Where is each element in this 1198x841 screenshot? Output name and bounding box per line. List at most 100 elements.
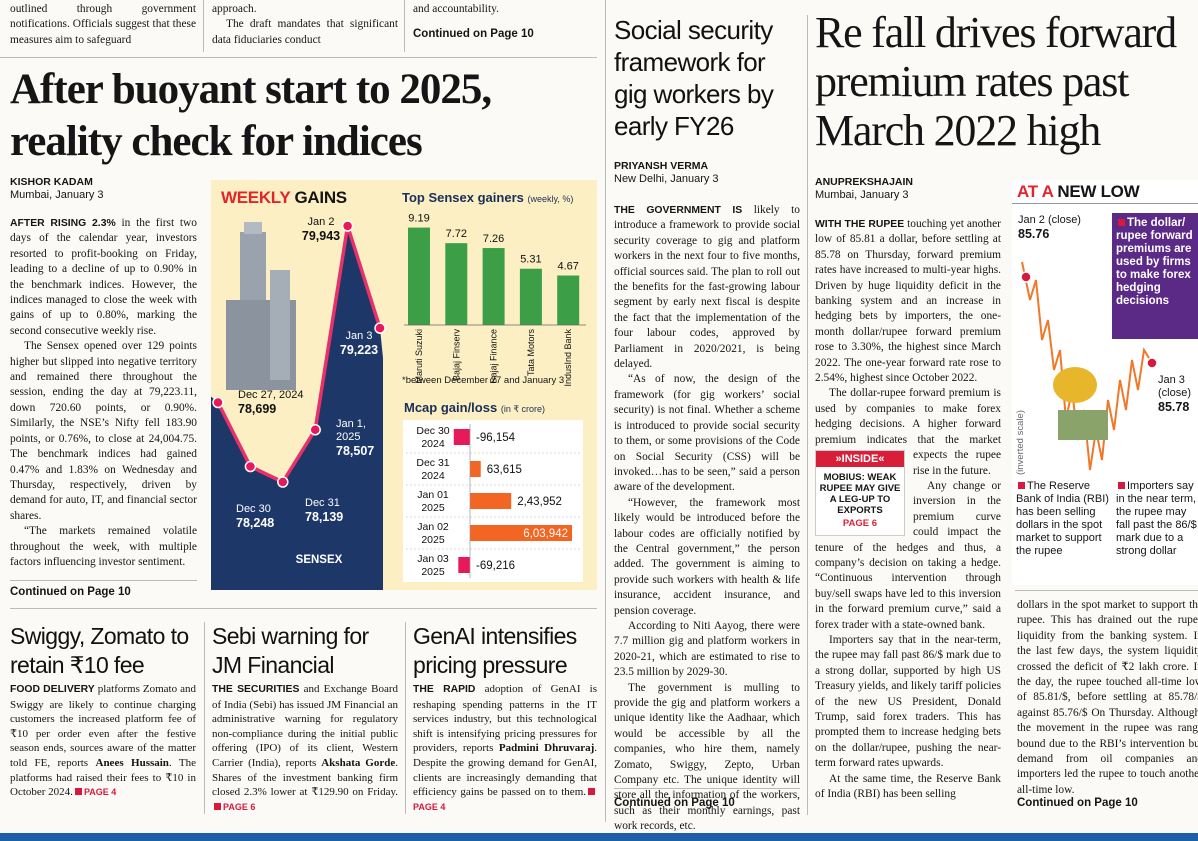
weekly-gains-graphic: 9.19 Maruti Suzuki 7.72 Bajaj Finserv 7.26 Ba… [211, 180, 597, 590]
unit: (weekly, %) [527, 194, 574, 204]
text: likely to introduce a framework to provi… [614, 204, 800, 371]
rule [204, 622, 205, 814]
brief-headline: Swiggy, Zomato to retain ₹10 fee [10, 623, 189, 678]
brief-headline: Sebi warning for JM Financial [212, 623, 369, 678]
bar [470, 461, 481, 477]
text: The Reserve Bank of India (RBI) has been… [1016, 480, 1109, 557]
author: KISHOR KADAM [10, 176, 93, 188]
bar [519, 268, 542, 325]
bullet-note: Importers say in the near term, the rupe… [1116, 480, 1198, 558]
reporter: Akshata Gorde [321, 756, 396, 769]
point-date: Dec 31 [305, 497, 340, 509]
paragraph: THE GOVERNMENT IS likely to introduce a … [614, 203, 800, 372]
title-part: GAINS [294, 188, 348, 207]
author: PRIYANSH VERMA [614, 160, 709, 172]
reporter: Padmini Dhruvaraj [498, 742, 595, 755]
lead: THE GOVERNMENT IS [614, 205, 743, 216]
text-column: THE GOVERNMENT IS likely to introduce a … [614, 203, 800, 835]
continued: Continued on Page 10 [10, 586, 131, 598]
paragraph: dollars in the spot market to support th… [1017, 599, 1198, 796]
chart-title: Mcap gain/loss (in ₹ crore) [404, 400, 545, 415]
bottom-bar [0, 833, 1198, 841]
text: and Exchange Board of India (Sebi) has i… [212, 683, 398, 769]
start-label: Jan 2 (close) 85.76 [1018, 214, 1098, 242]
bar-category-label: Tata Motors [526, 329, 536, 377]
text-column: dollars in the spot market to support th… [1017, 598, 1198, 798]
paragraph: At the same time, the Reserve Bank of In… [815, 772, 1001, 801]
paragraph: The government is mulling to provide the… [614, 681, 800, 833]
marker [588, 788, 595, 796]
bar [445, 243, 468, 325]
bar [557, 275, 580, 325]
headline: Social security framework for gig worker… [614, 15, 774, 141]
byline: KISHOR KADAM Mumbai, January 3 [10, 176, 200, 202]
paragraph: and accountability. [413, 3, 499, 15]
sensex-point [244, 460, 257, 473]
sensex-point [212, 396, 224, 409]
paragraph: “As of now, the design of the framework … [614, 373, 800, 494]
continued: Continued on Page 10 [1017, 797, 1138, 809]
dateline: New Delhi, January 3 [614, 173, 719, 185]
point-label: Jan 1, 2025 78,507 [336, 418, 382, 459]
row-date: Jan 01 [417, 489, 449, 501]
bar-value-label: 6,03,942 [523, 528, 568, 540]
lead: THE RAPID [413, 684, 476, 695]
rule [0, 57, 597, 58]
bullet [1018, 482, 1025, 489]
paragraph: “The markets remained volatile throughou… [10, 525, 197, 568]
text: adoption of GenAI is reshaping spending … [413, 683, 598, 755]
end-label: Jan 3 (close) 85.78 [1158, 374, 1198, 415]
point-date: Jan 3 [345, 330, 373, 342]
paragraph: outlined through government notification… [10, 3, 196, 46]
text-column: and accountability. Continued on Page 10 [413, 2, 597, 43]
point-value: 78,699 [238, 402, 277, 416]
bar-category-label: IndusInd Bank [563, 329, 573, 387]
rule [1015, 590, 1198, 591]
note: The dollar/ rupee forward premiums are u… [1116, 217, 1193, 307]
bar [408, 227, 430, 325]
brief-text: FOOD DELIVERY platforms Zomato and Swigg… [10, 682, 196, 800]
title-part: NEW LOW [1057, 182, 1140, 201]
bar-value-label: 4.67 [557, 260, 578, 272]
byline: ANUPREKSHAJAIN Mumbai, January 3 [815, 176, 1005, 202]
marker [214, 802, 221, 810]
point-date: Dec 30 [236, 503, 271, 515]
page-ref: PAGE 6 [223, 801, 256, 812]
title-part: AT A [1017, 182, 1053, 201]
title: Top Sensex gainers [402, 190, 524, 205]
lead: WITH THE RUPEE [815, 219, 905, 230]
sensex-point [309, 424, 321, 436]
point-value: 78,248 [236, 516, 275, 530]
row-date: Jan 02 [417, 521, 449, 533]
brief: Swiggy, Zomato to retain ₹10 fee FOOD DE… [10, 622, 196, 800]
sensex-point [374, 322, 386, 334]
paragraph: Any change or inversion in the premium c… [815, 479, 1001, 631]
rule [203, 0, 204, 52]
chart-title: Top Sensex gainers (weekly, %) [402, 190, 573, 205]
bullet [1118, 482, 1125, 489]
paragraph: “However, the framework most likely woul… [614, 496, 800, 617]
bar-category-label: Bajaj Finance [489, 329, 499, 384]
text-column: approach. The draft mandates that signif… [212, 2, 398, 48]
lead: AFTER RISING 2.3% [10, 218, 116, 229]
text: . Shares of the investment banking firm … [212, 756, 398, 799]
text-column: WITH THE RUPEE touching yet another low … [815, 217, 1001, 802]
row-year: 2024 [421, 438, 445, 450]
bar [453, 429, 470, 445]
scale-note: (inverted scale) [1015, 410, 1026, 475]
inside-box: »INSIDE« MOBIUS: WEAK RUPEE MAY GIVE A LE… [815, 450, 905, 537]
bar-value-label: 7.26 [483, 233, 504, 245]
rule [10, 580, 197, 581]
paragraph: »INSIDE« MOBIUS: WEAK RUPEE MAY GIVE A LE… [815, 386, 1001, 537]
date: Jan 2 (close) [1018, 214, 1081, 226]
point-date: Jan 2 [307, 216, 335, 228]
row-year: 2025 [421, 534, 445, 546]
value: 85.76 [1018, 227, 1050, 241]
rule [404, 0, 405, 52]
point-value: 79,223 [339, 343, 379, 357]
page-ref: PAGE 4 [83, 787, 117, 798]
bar-value-label: 63,615 [487, 464, 522, 476]
point-label: Jan 3 79,223 [336, 330, 382, 358]
rule [614, 788, 800, 789]
bar-value-label: 5.31 [520, 254, 541, 266]
